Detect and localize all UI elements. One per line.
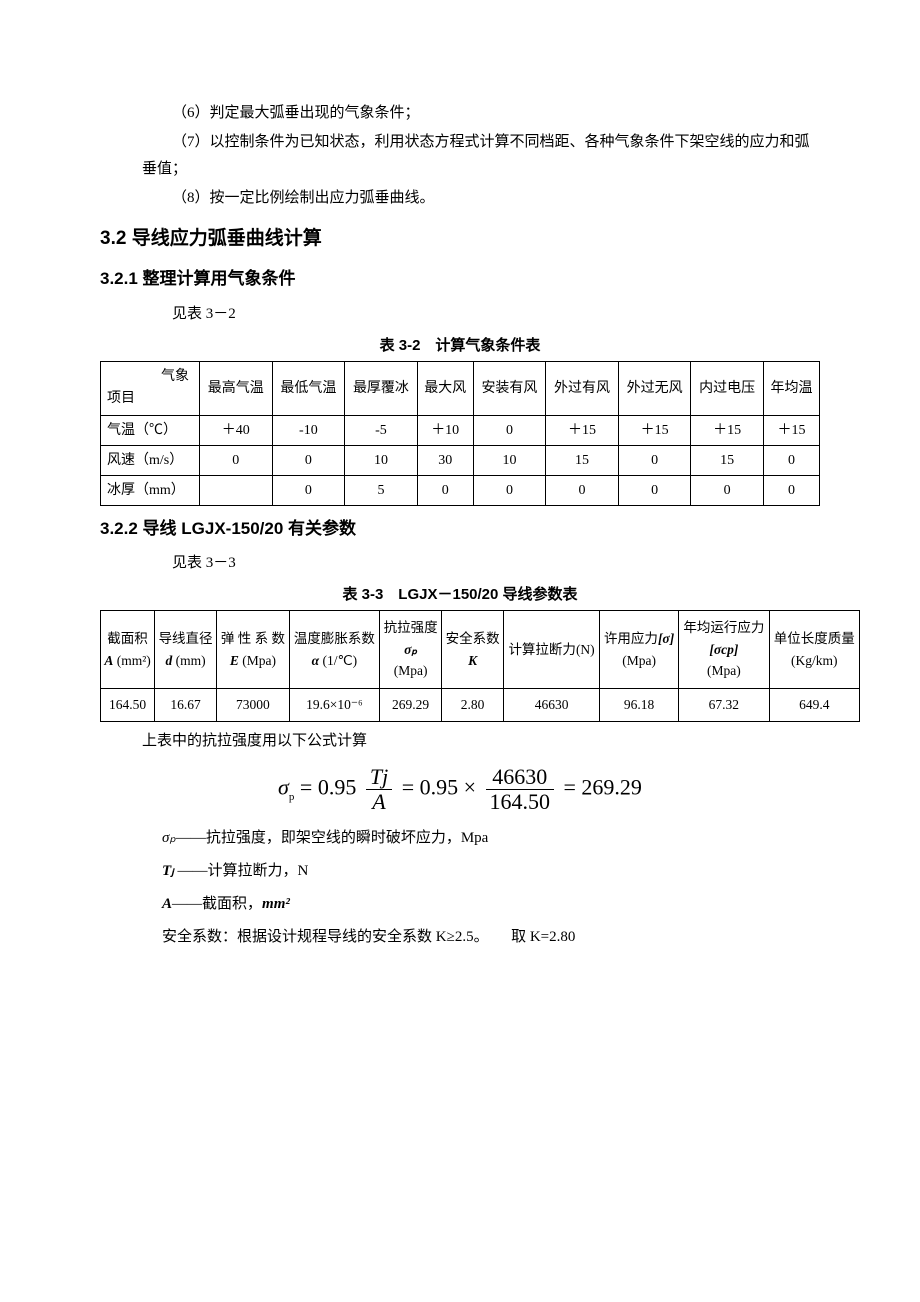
col-header: 计算拉断力(N) [504, 611, 600, 689]
cell: 16.67 [155, 688, 217, 721]
col-header: 截面积 A (mm²) [101, 611, 155, 689]
heading-3-2-1: 3.2.1 整理计算用气象条件 [100, 264, 820, 295]
cell: 10 [345, 445, 418, 475]
col-header: 最低气温 [272, 361, 345, 415]
para-6: （6）判定最大弧垂出现的气象条件； [142, 100, 820, 127]
row-label: 气温（℃） [101, 415, 200, 445]
col-header: 安全系数 K [442, 611, 504, 689]
col-header: 最高气温 [200, 361, 273, 415]
cell: 0 [691, 475, 764, 505]
see-table-3-2: 见表 3－2 [142, 301, 820, 328]
cell: ＋15 [546, 415, 619, 445]
table-3-2-caption: 表 3-2 计算气象条件表 [100, 332, 820, 359]
row-label: 风速（m/s） [101, 445, 200, 475]
cell: 0 [200, 445, 273, 475]
cell: 0 [618, 445, 691, 475]
table-3-3-caption: 表 3-3 LGJX－150/20 导线参数表 [100, 581, 820, 608]
cell: 164.50 [101, 688, 155, 721]
formula-sigma-p: σp = 0.95 TjA = 0.95 × 46630164.50 = 269… [100, 765, 820, 814]
col-header: 内过电压 [691, 361, 764, 415]
cell: 0 [763, 445, 819, 475]
cell: 0 [417, 475, 473, 505]
col-header: 年均运行应力 [σcp] (Mpa) [679, 611, 769, 689]
def-sigma-p: σₚ——抗拉强度，即架空线的瞬时破坏应力，Mpa [162, 825, 820, 852]
corner-cell: 气象 项目 [101, 361, 200, 415]
table-row: 气象 项目 最高气温 最低气温 最厚覆冰 最大风 安装有风 外过有风 外过无风 … [101, 361, 820, 415]
cell: 0 [272, 445, 345, 475]
cell [200, 475, 273, 505]
cell: 10 [473, 445, 546, 475]
para-7: （7）以控制条件为已知状态，利用状态方程式计算不同档距、各种气象条件下架空线的应… [142, 129, 820, 183]
cell: 15 [546, 445, 619, 475]
col-header: 弹 性 系 数 E (Mpa) [217, 611, 290, 689]
cell: 649.4 [769, 688, 859, 721]
heading-3-2: 3.2 导线应力弧垂曲线计算 [100, 222, 820, 256]
table-row: 风速（m/s） 0 0 10 30 10 15 0 15 0 [101, 445, 820, 475]
col-header: 外过有风 [546, 361, 619, 415]
cell: ＋15 [618, 415, 691, 445]
table-3-2: 气象 项目 最高气温 最低气温 最厚覆冰 最大风 安装有风 外过有风 外过无风 … [100, 361, 820, 506]
col-header: 最大风 [417, 361, 473, 415]
cell: 0 [473, 475, 546, 505]
cell: 0 [546, 475, 619, 505]
col-header: 外过无风 [618, 361, 691, 415]
cell: 0 [763, 475, 819, 505]
col-header: 许用应力[σ] (Mpa) [600, 611, 679, 689]
cell: 19.6×10⁻⁶ [289, 688, 379, 721]
cell: 46630 [504, 688, 600, 721]
table-row: 冰厚（mm） 0 5 0 0 0 0 0 0 [101, 475, 820, 505]
cell: ＋10 [417, 415, 473, 445]
see-table-3-3: 见表 3－3 [142, 550, 820, 577]
cell: -5 [345, 415, 418, 445]
cell: 67.32 [679, 688, 769, 721]
def-tj: Tⱼ ——计算拉断力，N [162, 858, 820, 885]
cell: 30 [417, 445, 473, 475]
table-row: 截面积 A (mm²) 导线直径 d (mm) 弹 性 系 数 E (Mpa) … [101, 611, 860, 689]
cell: ＋15 [691, 415, 764, 445]
corner-bottom: 项目 [107, 388, 197, 410]
cell: -10 [272, 415, 345, 445]
row-label: 冰厚（mm） [101, 475, 200, 505]
cell: 0 [618, 475, 691, 505]
safety-factor: 安全系数：根据设计规程导线的安全系数 K≥2.5。 取 K=2.80 [162, 924, 820, 951]
col-header: 温度膨胀系数 α (1/℃) [289, 611, 379, 689]
heading-3-2-2: 3.2.2 导线 LGJX-150/20 有关参数 [100, 514, 820, 545]
para-8: （8）按一定比例绘制出应力弧垂曲线。 [142, 185, 820, 212]
cell: 96.18 [600, 688, 679, 721]
def-a: A——截面积，mm² [162, 891, 820, 918]
table-row: 164.50 16.67 73000 19.6×10⁻⁶ 269.29 2.80… [101, 688, 860, 721]
table-3-3: 截面积 A (mm²) 导线直径 d (mm) 弹 性 系 数 E (Mpa) … [100, 610, 860, 722]
cell: 5 [345, 475, 418, 505]
after-table-text: 上表中的抗拉强度用以下公式计算 [142, 728, 820, 755]
cell: 73000 [217, 688, 290, 721]
col-header: 年均温 [763, 361, 819, 415]
cell: 0 [272, 475, 345, 505]
cell: ＋40 [200, 415, 273, 445]
col-header: 安装有风 [473, 361, 546, 415]
cell: 2.80 [442, 688, 504, 721]
cell: 269.29 [380, 688, 442, 721]
corner-top: 气象 [107, 366, 197, 388]
table-row: 气温（℃） ＋40 -10 -5 ＋10 0 ＋15 ＋15 ＋15 ＋15 [101, 415, 820, 445]
col-header: 抗拉强度 σₚ (Mpa) [380, 611, 442, 689]
cell: ＋15 [763, 415, 819, 445]
col-header: 最厚覆冰 [345, 361, 418, 415]
col-header: 单位长度质量 (Kg/km) [769, 611, 859, 689]
col-header: 导线直径 d (mm) [155, 611, 217, 689]
cell: 15 [691, 445, 764, 475]
cell: 0 [473, 415, 546, 445]
